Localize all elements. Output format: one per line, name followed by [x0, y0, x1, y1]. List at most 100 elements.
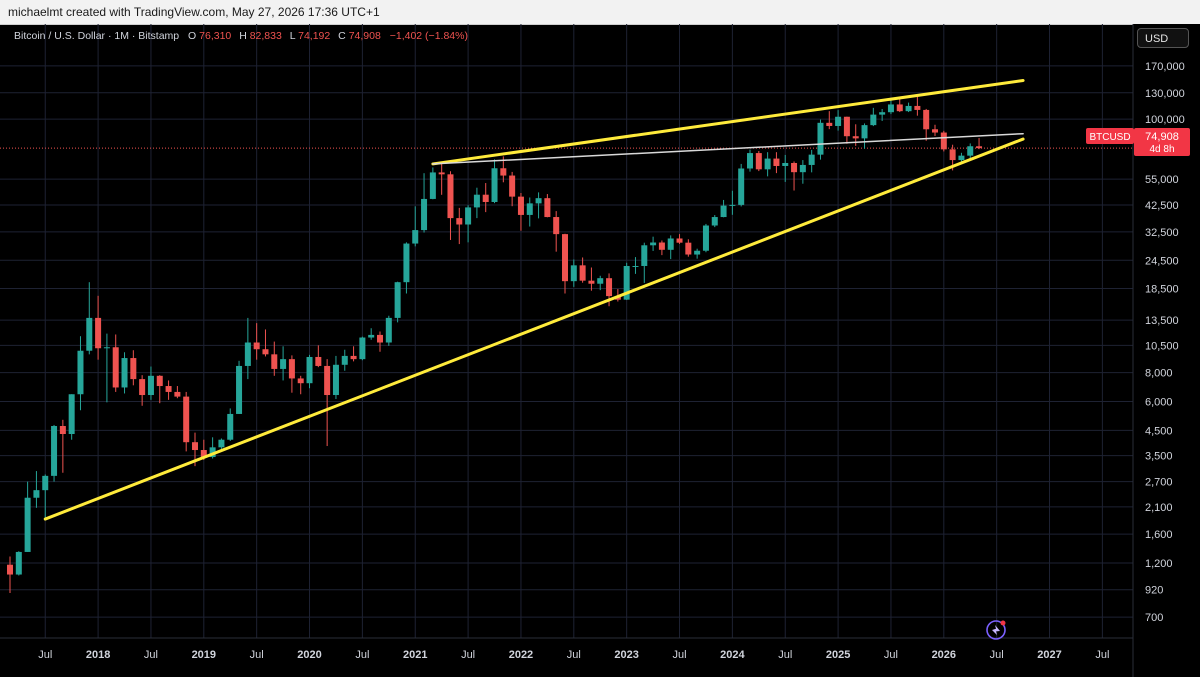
candle-body: [15, 551, 22, 575]
candle: [465, 205, 472, 243]
legend-open-label: O: [188, 30, 196, 42]
price-tick-label: 10,500: [1145, 340, 1179, 352]
candle-body: [59, 426, 66, 435]
price-tick-label: 18,500: [1145, 283, 1179, 295]
candle: [262, 329, 269, 357]
candle-body: [218, 439, 225, 448]
time-axis-labels: Jul 2018 Jul 2019 Jul 2020 Jul 2021 Jul 2022 Jul 20…: [38, 649, 1109, 661]
candle: [896, 97, 903, 113]
time-tick-label: Jul: [672, 649, 686, 661]
time-tick-label: Jul: [778, 649, 792, 661]
candle-body: [192, 442, 198, 451]
candle-body: [826, 122, 833, 126]
sparkle-icon[interactable]: [986, 620, 1006, 640]
candle: [720, 199, 727, 218]
candle: [385, 315, 392, 346]
time-tick-label: Jul: [250, 649, 264, 661]
candle: [350, 346, 357, 362]
candles: [7, 95, 983, 594]
price-tick-label: 8,000: [1145, 368, 1173, 380]
time-tick-label: 2025: [826, 649, 850, 661]
candle-body: [130, 358, 137, 380]
candle: [306, 354, 313, 389]
legend-symbol: Bitcoin / U.S. Dollar · 1M · Bitstamp: [14, 30, 179, 42]
candle-body: [156, 375, 163, 387]
trendlines: [43, 78, 1025, 521]
candle: [438, 162, 445, 195]
candle-body: [200, 450, 207, 458]
price-tick-label: 1,600: [1145, 529, 1173, 541]
candle-body: [403, 243, 410, 283]
candle: [544, 194, 551, 218]
candle-body: [685, 242, 692, 255]
candle-body: [359, 337, 366, 360]
trendline-upper-channel[interactable]: [431, 78, 1025, 166]
candle: [359, 336, 366, 361]
candle-body: [412, 230, 419, 244]
legend-low-value: 74,192: [298, 30, 330, 42]
candle-body: [473, 194, 480, 208]
candle: [905, 102, 912, 113]
candle: [86, 282, 93, 355]
legend-open-value: 76,310: [199, 30, 231, 42]
candle: [967, 143, 974, 159]
candle-body: [553, 217, 560, 235]
candle: [729, 190, 736, 215]
candle: [782, 154, 789, 182]
legend-high-value: 82,833: [250, 30, 282, 42]
candle-body: [861, 125, 868, 139]
candle: [526, 197, 533, 227]
candle: [517, 193, 524, 231]
time-tick-label: Jul: [38, 649, 52, 661]
candle-body: [940, 132, 947, 150]
candle: [799, 160, 806, 184]
grid: [0, 24, 1133, 638]
candle-body: [183, 396, 190, 443]
candle: [509, 171, 516, 207]
candle-body: [394, 282, 401, 318]
candle-body: [297, 378, 304, 384]
time-tick-label: 2026: [932, 649, 956, 661]
candle-body: [711, 217, 718, 226]
price-tick-label: 32,500: [1145, 227, 1179, 239]
candle: [183, 391, 190, 452]
candle-body: [932, 129, 938, 133]
candle: [297, 375, 304, 395]
candle-body: [729, 204, 736, 206]
candle-body: [429, 172, 436, 199]
svg-text:Bitcoin / U.S. Dollar · 1M · B: Bitcoin / U.S. Dollar · 1M · Bitstamp O …: [14, 30, 468, 42]
time-tick-label: 2023: [614, 649, 638, 661]
candle: [271, 341, 278, 376]
axes: 170,000 130,000 100,000 55,000 42,500 32,500 2…: [0, 24, 1200, 677]
price-tick-label: 4,500: [1145, 425, 1173, 437]
candle-body: [68, 394, 75, 435]
candle: [482, 183, 489, 213]
candle: [473, 187, 480, 219]
trendline-lower-support[interactable]: [43, 137, 1025, 521]
candle: [843, 116, 850, 144]
time-tick-label: Jul: [144, 649, 158, 661]
last-price-badge: BTCUSD 74,908 4d 8h: [1086, 128, 1190, 156]
candle-body: [315, 356, 322, 366]
candle-body: [879, 112, 886, 115]
candle-body: [42, 475, 49, 491]
candle-body: [482, 194, 489, 202]
legend-close-value: 74,908: [349, 30, 381, 42]
candle-body: [165, 386, 172, 392]
candle: [940, 130, 947, 152]
price-chart[interactable]: 170,000 130,000 100,000 55,000 42,500 32,500 2…: [0, 24, 1200, 677]
candle-body: [288, 359, 295, 379]
candle-body: [509, 175, 516, 197]
price-tick-label: 100,000: [1145, 114, 1185, 126]
candle-body: [588, 280, 595, 284]
candle-body: [852, 136, 859, 139]
time-tick-label: 2022: [509, 649, 533, 661]
candle-body: [667, 238, 674, 250]
candle-body: [896, 104, 903, 112]
candle: [112, 334, 119, 392]
candle: [421, 173, 428, 233]
trendline-horizontal-resistance[interactable]: [432, 132, 1024, 165]
candle-body: [817, 122, 824, 155]
currency-button[interactable]: USD: [1137, 28, 1189, 48]
candle: [570, 259, 577, 287]
